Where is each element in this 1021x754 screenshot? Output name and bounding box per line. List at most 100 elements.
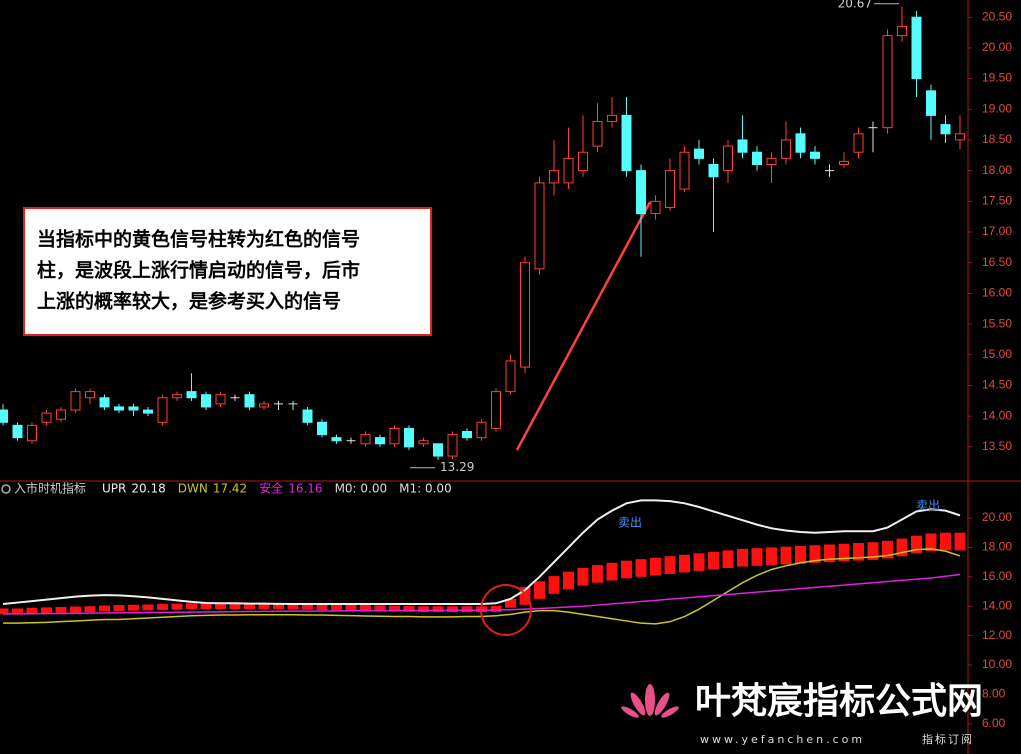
signal-bar: [302, 603, 313, 610]
candle-body: [766, 157, 777, 166]
signal-bar: [780, 546, 792, 565]
legend-item: 16.16: [288, 482, 322, 496]
legend-item: M1: 0.00: [399, 482, 452, 496]
signal-bar: [650, 557, 661, 576]
signal-bar: [229, 603, 241, 610]
candle-body: [404, 427, 414, 448]
candle-body: [853, 133, 864, 153]
y-tick-label: 8.00: [982, 687, 1006, 701]
signal-bar: [577, 568, 589, 586]
candle-body: [433, 443, 443, 457]
candle-body: [476, 421, 487, 439]
y-tick-label: 6.00: [982, 716, 1006, 730]
y-tick-label: 15.00: [982, 347, 1012, 361]
legend-item: DWN: [178, 482, 208, 496]
candle-body: [607, 114, 617, 123]
y-tick-label: 14.00: [982, 598, 1012, 612]
y-tick-label: 19.00: [982, 101, 1012, 115]
signal-bar: [55, 606, 67, 613]
legend-item: 20.18: [131, 482, 165, 496]
candle-body: [505, 360, 516, 393]
candle-body: [447, 434, 458, 457]
signal-bar: [331, 604, 342, 611]
candle-body: [143, 409, 153, 414]
candle-body: [389, 427, 400, 445]
candle-body: [172, 394, 182, 399]
signal-bar: [940, 532, 951, 551]
candle-body: [911, 16, 922, 80]
candle-body: [114, 406, 124, 411]
signal-bar: [258, 603, 270, 610]
y-tick-label: 16.00: [982, 286, 1012, 300]
signal-bar: [244, 603, 255, 610]
signal-bar: [708, 551, 719, 570]
candle-body: [85, 391, 95, 399]
signal-bar: [505, 598, 516, 608]
petal: [621, 706, 639, 718]
signal-bar: [186, 603, 197, 610]
candle-body: [679, 151, 690, 190]
candle-body: [317, 421, 327, 436]
y-tick-label: 17.00: [982, 224, 1012, 238]
legend-item: 17.42: [213, 482, 247, 496]
watermark: 叶梵宸指标公式网 www.yefanchen.com 指标订阅: [621, 681, 983, 746]
signal-bar: [882, 540, 893, 559]
signal-bar: [824, 544, 835, 563]
candle-body: [955, 133, 965, 141]
signal-bar: [99, 605, 110, 612]
y-tick-label: 13.50: [982, 439, 1012, 453]
signal-bar: [374, 605, 386, 612]
candle-body: [650, 200, 661, 215]
candle-body: [418, 440, 429, 445]
signal-bar: [447, 606, 458, 613]
candle-body: [694, 148, 704, 159]
candle-body: [882, 35, 893, 129]
candle-body: [665, 170, 675, 208]
note-line: 上涨的概率较大，是参考买入的信号: [37, 290, 341, 313]
petal: [645, 684, 655, 716]
note-line: 当指标中的黄色信号柱转为红色的信号: [37, 228, 360, 251]
signal-bar: [795, 545, 806, 564]
signal-bar: [171, 603, 183, 610]
candle-body: [302, 409, 313, 423]
note-box: 当指标中的黄色信号柱转为红色的信号 柱，是波段上涨行情启动的信号，后市 上涨的概…: [23, 207, 432, 336]
signal-bar: [418, 606, 429, 613]
petal: [630, 692, 646, 716]
candle-body: [99, 397, 110, 408]
candle-body: [795, 133, 806, 153]
signal-bar: [563, 571, 574, 590]
signal-bar: [635, 559, 647, 577]
candle-body: [56, 409, 66, 420]
signal-bar: [592, 565, 603, 583]
signal-bar: [287, 603, 299, 610]
signal-bar: [621, 560, 632, 579]
candle-body: [244, 394, 255, 408]
candle-body: [737, 139, 748, 153]
legend-item: 安全: [259, 481, 283, 496]
annotation-label: 卖出: [916, 499, 940, 513]
candle-body: [534, 182, 545, 270]
signal-bar: [360, 605, 371, 611]
logo: [621, 684, 679, 718]
signal-bar: [403, 605, 415, 612]
candle-body: [578, 151, 588, 172]
signal-bar: [606, 562, 618, 581]
candle-body: [563, 157, 574, 184]
signal-bar: [954, 532, 966, 551]
candle-body: [12, 424, 23, 439]
petal: [661, 706, 679, 718]
y-tick-label: 18.00: [982, 540, 1012, 554]
signal-bar: [809, 545, 821, 563]
signal-bar: [737, 548, 748, 567]
signal-bar: [12, 608, 23, 615]
y-tick-label: 18.00: [982, 163, 1012, 177]
candle-body: [70, 391, 81, 411]
watermark-url: www.yefanchen.com: [700, 733, 865, 746]
candle-body: [186, 391, 197, 399]
signal-bar: [389, 605, 400, 612]
signal-bar: [896, 538, 908, 557]
y-tick-label: 16.00: [982, 569, 1012, 583]
signal-bar: [113, 605, 125, 611]
candle-body: [723, 145, 733, 172]
